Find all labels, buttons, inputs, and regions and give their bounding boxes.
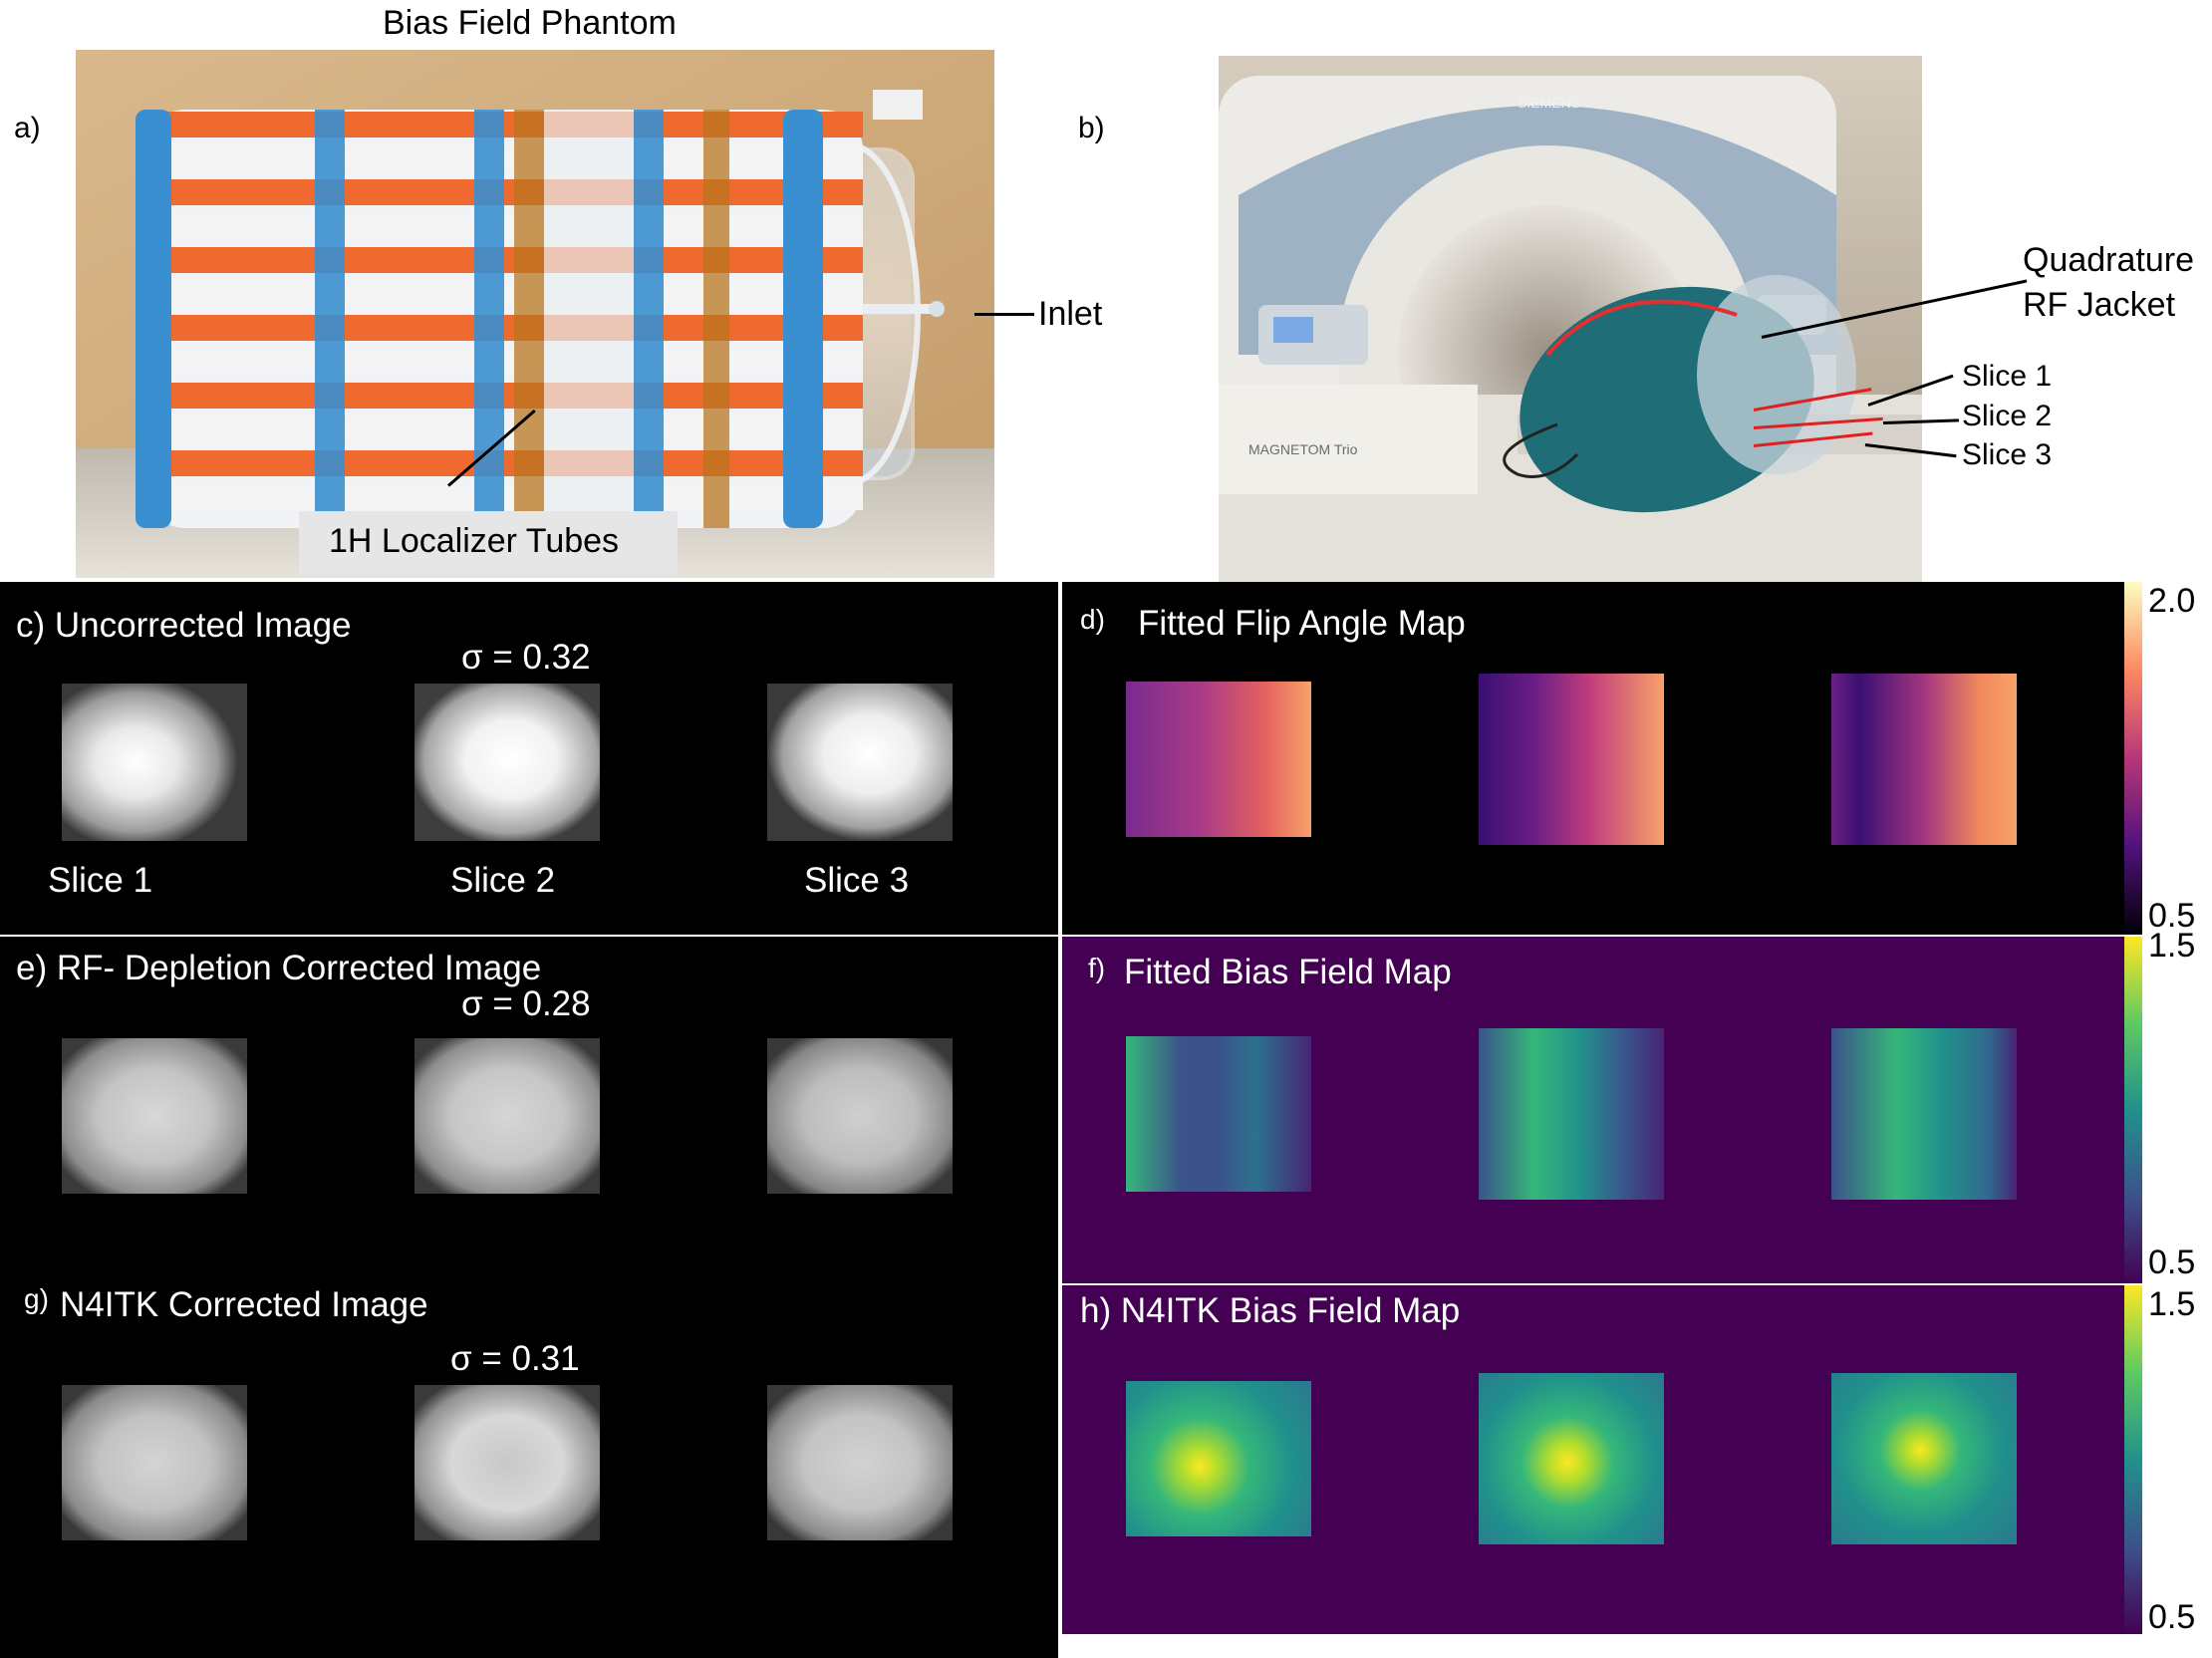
h-colorbar-min: 0.5: [2148, 1598, 2196, 1636]
c-slice1-label: Slice 1: [48, 861, 153, 900]
panel-g-letter: g): [24, 1283, 49, 1314]
h-slice2-map: [1479, 1373, 1664, 1544]
h-slice1-map: [1126, 1381, 1311, 1536]
jacket-label-line2: RF Jacket: [2023, 286, 2176, 324]
scanner-brand: SIEMENS: [1518, 95, 1580, 111]
f-colorbar-min: 0.5: [2148, 1244, 2196, 1281]
e-slice1-image: [62, 1038, 247, 1194]
panel-g-title: N4ITK Corrected Image: [60, 1285, 428, 1324]
phantom-photo: [76, 50, 994, 578]
panel-f: f) Fitted Bias Field Map: [1062, 937, 2128, 1283]
panel-d-letter: d): [1080, 604, 1105, 635]
panel-g-sigma: σ = 0.31: [450, 1339, 580, 1378]
panel-e-title: e) RF- Depletion Corrected Image: [16, 949, 542, 987]
f-slice1-map: [1126, 1036, 1311, 1192]
c-slice1-image: [62, 684, 247, 841]
h-colorbar-max: 1.5: [2148, 1285, 2196, 1323]
f-colorbar-max: 1.5: [2148, 927, 2196, 965]
scanner-model: MAGNETOM Trio: [1248, 441, 1358, 457]
d-slice3-map: [1831, 674, 2017, 845]
g-slice2-image: [415, 1385, 600, 1540]
scanner-illustration: SIEMENS MAGNETOM Trio: [1219, 56, 1922, 584]
slice1-callout: Slice 1: [1962, 360, 2053, 393]
e-slice2-image: [415, 1038, 600, 1194]
panel-d: d) Fitted Flip Angle Map: [1062, 582, 2128, 935]
jacket-label-line1: Quadrature: [2023, 241, 2194, 279]
panel-d-title: Fitted Flip Angle Map: [1138, 604, 1466, 643]
h-slice3-map: [1831, 1373, 2017, 1544]
scanner-photo: SIEMENS MAGNETOM Trio: [1219, 56, 1922, 584]
panel-h-title: h) N4ITK Bias Field Map: [1080, 1291, 1461, 1330]
localizer-label: 1H Localizer Tubes: [329, 522, 620, 560]
g-slice1-image: [62, 1385, 247, 1540]
d-colorbar: [2124, 582, 2142, 935]
panel-c-title: c) Uncorrected Image: [16, 606, 352, 645]
f-slice3-map: [1831, 1028, 2017, 1200]
inlet-pointer-line: [974, 313, 1034, 316]
panel-f-title: Fitted Bias Field Map: [1124, 953, 1452, 991]
inlet-label: Inlet: [1038, 295, 1103, 333]
slice3-callout: Slice 3: [1962, 438, 2053, 471]
panel-f-letter: f): [1088, 953, 1106, 983]
panel-c: c) Uncorrected Image σ = 0.32 Slice 1 Sl…: [0, 582, 1058, 935]
g-slice3-image: [767, 1385, 953, 1540]
c-slice3-image: [767, 684, 953, 841]
slice2-callout: Slice 2: [1962, 400, 2053, 432]
figure-title: Bias Field Phantom: [383, 4, 677, 42]
c-slice2-image: [415, 684, 600, 841]
panel-h: h) N4ITK Bias Field Map: [1062, 1285, 2128, 1634]
d-colorbar-min: 0.5: [2148, 897, 2196, 935]
e-slice3-image: [767, 1038, 953, 1194]
localizer-label-box: [299, 511, 678, 575]
panel-e: e) RF- Depletion Corrected Image σ = 0.2…: [0, 937, 1058, 1253]
phantom-illustration: [76, 50, 994, 578]
d-slice1-map: [1126, 682, 1311, 837]
h-colorbar: [2124, 1285, 2142, 1634]
panel-g: g) N4ITK Corrected Image σ = 0.31: [0, 1253, 1058, 1658]
panel-c-sigma: σ = 0.32: [461, 638, 591, 677]
d-colorbar-max: 2.0: [2148, 582, 2196, 620]
c-slice3-label: Slice 3: [804, 861, 910, 900]
panel-b-label: b): [1078, 112, 1105, 144]
d-slice2-map: [1479, 674, 1664, 845]
f-slice2-map: [1479, 1028, 1664, 1200]
f-colorbar: [2124, 937, 2142, 1283]
c-slice2-label: Slice 2: [450, 861, 556, 900]
panel-e-sigma: σ = 0.28: [461, 984, 591, 1023]
panel-a-label: a): [14, 112, 41, 144]
